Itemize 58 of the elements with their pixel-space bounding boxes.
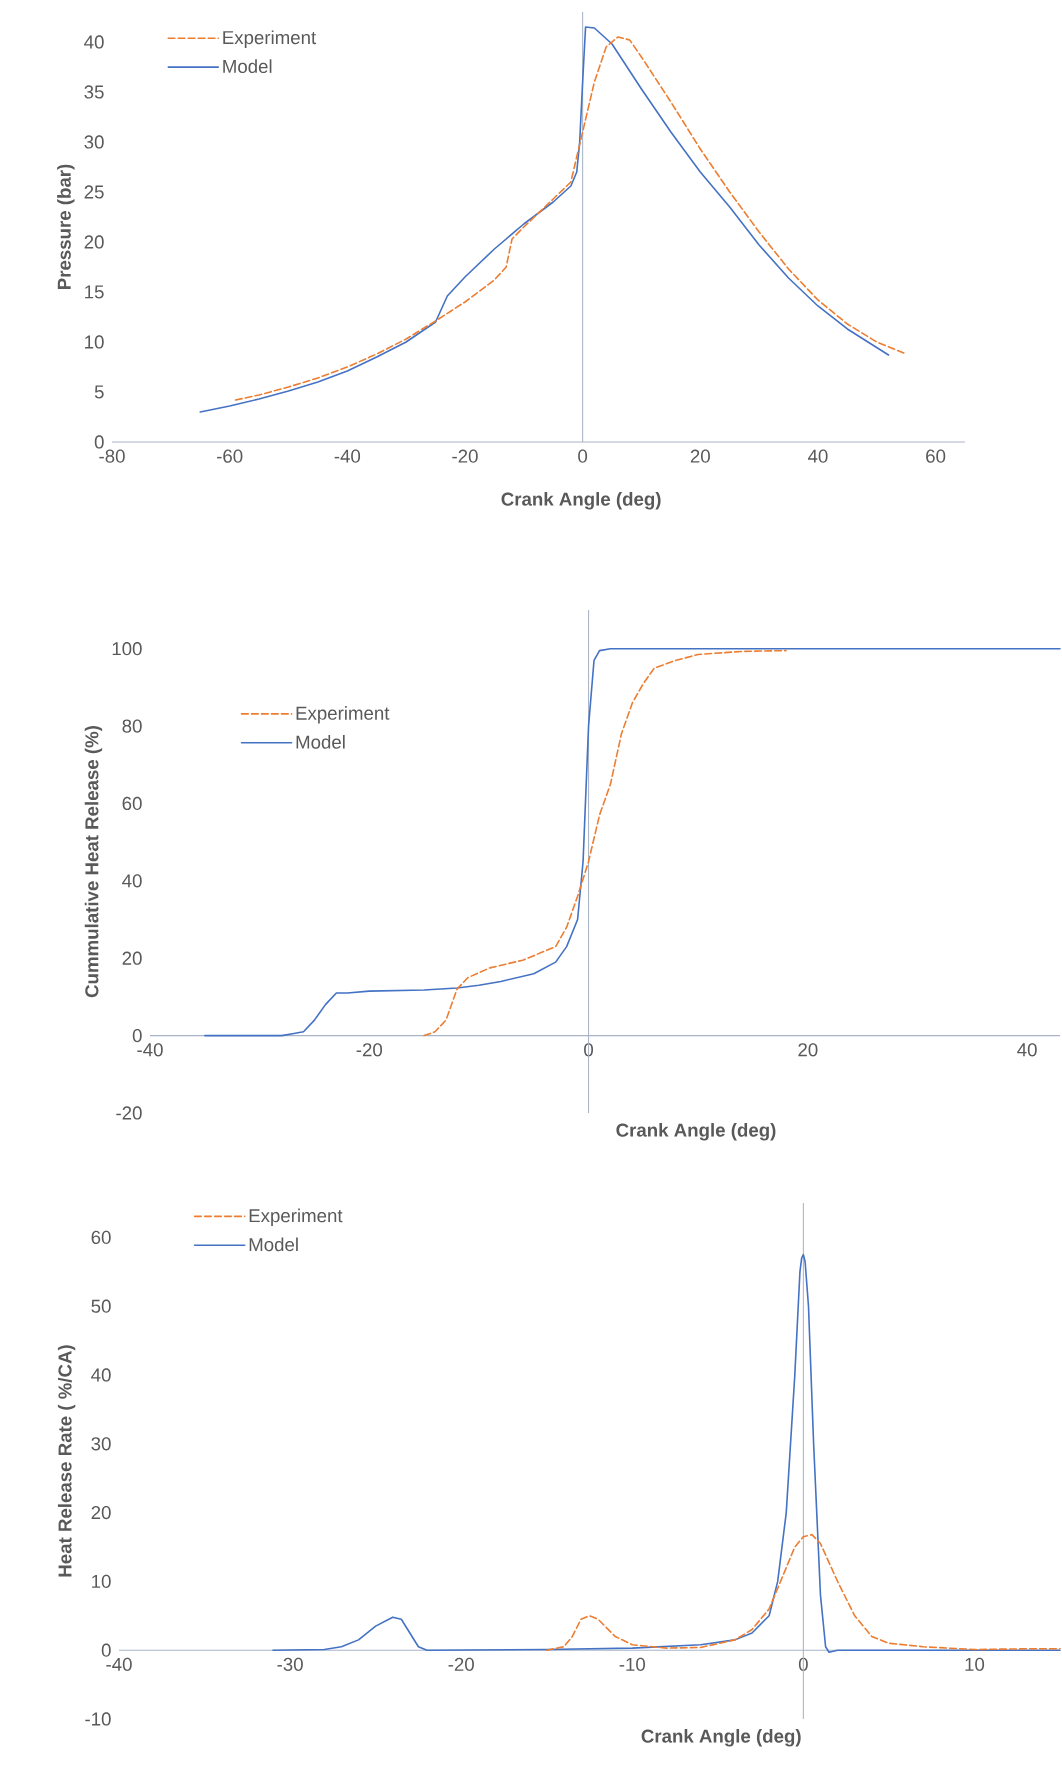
x-tick-label: -40 <box>106 1657 132 1671</box>
y-tick-label: 50 <box>91 1299 111 1313</box>
y-tick-label: 20 <box>84 235 104 249</box>
line-series <box>545 1533 1061 1651</box>
x-tick-label: 20 <box>690 449 710 463</box>
y-tick-label: 20 <box>122 951 142 965</box>
legend-label: Experiment <box>296 706 390 724</box>
y-tick-label: 15 <box>85 285 104 299</box>
x-tick-label: -40 <box>334 449 361 463</box>
y-tick-label: 0 <box>101 1643 111 1657</box>
x-axis-title: Crank Angle (deg) <box>501 492 661 510</box>
legend-label: Model <box>223 59 272 74</box>
y-tick-label: 5 <box>94 385 104 399</box>
y-tick-label: 10 <box>92 1574 111 1589</box>
y-tick-label: 60 <box>122 796 142 811</box>
x-tick-label: -20 <box>356 1043 383 1057</box>
x-tick-label: 0 <box>798 1657 808 1671</box>
y-tick-label: 40 <box>122 874 142 888</box>
y-tick-label: 10 <box>85 335 104 349</box>
legend-label: Model <box>296 734 345 749</box>
line-series <box>204 647 1061 1037</box>
y-tick-label: 30 <box>84 135 104 149</box>
y-tick-label: 30 <box>91 1437 111 1451</box>
legend-label: Model <box>249 1237 298 1252</box>
x-tick-label: 10 <box>965 1657 985 1671</box>
y-tick-label: 35 <box>84 85 104 99</box>
x-tick-label: -20 <box>448 1657 474 1671</box>
legend-label: Experiment <box>249 1208 343 1226</box>
x-tick-label: 60 <box>926 449 946 463</box>
y-tick-label: 0 <box>94 435 104 449</box>
y-tick-label: -20 <box>116 1106 142 1120</box>
y-tick-label: 40 <box>91 1368 111 1382</box>
y-tick-label: 80 <box>122 719 142 733</box>
y-axis-title: Cummulative Heat Release (%) <box>84 726 103 998</box>
x-tick-label: -40 <box>137 1043 163 1057</box>
line-series <box>272 1253 1061 1654</box>
y-tick-label: 0 <box>132 1028 142 1043</box>
x-tick-label: -30 <box>277 1657 303 1671</box>
y-tick-label: 40 <box>84 35 104 49</box>
x-tick-label: -20 <box>452 449 478 463</box>
x-tick-label: 20 <box>798 1043 818 1057</box>
x-axis-title: Crank Angle (deg) <box>641 1729 801 1747</box>
line-series <box>423 649 787 1037</box>
y-tick-label: 20 <box>91 1505 111 1520</box>
x-axis-title: Crank Angle (deg) <box>616 1123 776 1141</box>
y-tick-label: 100 <box>112 642 142 656</box>
y-tick-label: -10 <box>85 1712 111 1726</box>
x-tick-label: 40 <box>807 449 828 463</box>
x-tick-label: 40 <box>1017 1043 1037 1057</box>
y-axis-title: Heat Release Rate ( %/CA) <box>57 1345 76 1577</box>
x-tick-label: 0 <box>578 449 588 463</box>
y-tick-label: 60 <box>91 1230 111 1245</box>
y-axis-title: Pressure (bar) <box>57 164 75 290</box>
y-tick-label: 25 <box>84 185 104 199</box>
x-tick-label: -10 <box>619 1657 646 1671</box>
x-tick-label: -80 <box>99 449 125 463</box>
x-tick-label: -60 <box>217 449 243 463</box>
legend-label: Experiment <box>223 30 317 48</box>
